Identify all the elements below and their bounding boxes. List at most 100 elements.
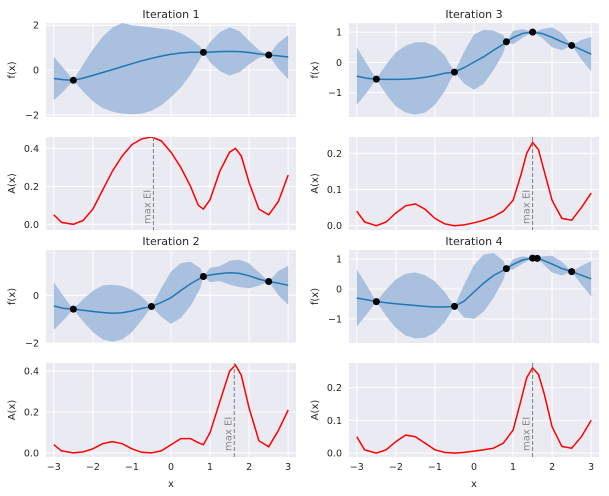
acquisition-line	[53, 363, 289, 454]
y-tick-label: 0.4	[24, 144, 39, 155]
acquisition-line	[356, 366, 592, 454]
y-tick-label: 0	[336, 285, 342, 296]
confidence-band	[356, 27, 592, 115]
observation-point	[529, 28, 537, 36]
x-axis-label: x	[168, 479, 174, 490]
panel-title: Iteration 3	[445, 8, 502, 21]
panel-1: −2 0 2 Iteration 1 f(x)	[7, 8, 296, 121]
x-tick-label: 1	[510, 462, 516, 473]
panel-title: Iteration 4	[445, 235, 502, 248]
observation-point	[568, 268, 576, 276]
y-tick-label: 1	[336, 28, 342, 39]
x-tick-label: 2	[549, 462, 555, 473]
y-tick-label: −2	[25, 110, 39, 121]
observation-point	[372, 75, 380, 83]
y-tick-label: 0	[33, 291, 39, 302]
observation-point	[450, 302, 458, 310]
panel-2: max EI 0.0 0.2 0.4 A(x)	[7, 137, 296, 231]
max-ei-label: max EI	[522, 190, 533, 224]
x-tick-label: −2	[389, 462, 403, 473]
y-tick-label: −2	[25, 339, 39, 350]
x-tick-label: 0	[168, 462, 174, 473]
observation-point	[265, 51, 273, 59]
observation-point	[69, 305, 77, 313]
plot-content	[53, 363, 289, 457]
acquisition-line	[53, 137, 289, 226]
y-axis-label: A(x)	[7, 173, 18, 194]
panel-4: max EI 0.0 0.1 0.2 A(x)	[310, 137, 599, 232]
x-tick-label: −2	[86, 462, 100, 473]
max-ei-label: max EI	[223, 417, 234, 451]
x-tick-label: 0	[471, 462, 477, 473]
y-tick-label: 0.4	[24, 367, 39, 378]
observation-point	[199, 272, 207, 280]
y-tick-label: 0.2	[327, 383, 342, 394]
observation-point	[372, 298, 380, 306]
y-tick-label: 0	[33, 66, 39, 77]
panel-3: −1 0 1 Iteration 3 f(x)	[310, 8, 599, 117]
panel-title: Iteration 1	[142, 8, 199, 21]
confidence-band	[356, 253, 592, 339]
y-axis-label: A(x)	[310, 173, 321, 194]
gp-mean-line	[53, 50, 289, 82]
gp-mean-line	[53, 271, 289, 314]
observation-point	[69, 76, 77, 84]
y-axis-label: f(x)	[310, 288, 321, 305]
observation-point	[502, 265, 510, 273]
y-tick-label: −1	[328, 88, 342, 99]
y-tick-label: 0.1	[327, 185, 342, 196]
panel-5: −2 0 Iteration 2 f(x)	[7, 235, 296, 350]
observation-point	[568, 41, 576, 49]
y-tick-label: 0.0	[24, 448, 39, 459]
x-tick-label: 1	[207, 462, 213, 473]
x-tick-label: 3	[285, 462, 291, 473]
y-tick-label: 0.2	[24, 408, 39, 419]
panel-7: −1 0 1 Iteration 4 f(x)	[310, 235, 599, 343]
plot-content	[53, 23, 289, 115]
acquisition-line	[356, 141, 592, 227]
observation-point	[147, 303, 155, 311]
y-axis-label: f(x)	[7, 288, 18, 305]
x-tick-label: −1	[428, 462, 442, 473]
y-tick-label: 0.0	[24, 220, 39, 231]
y-tick-label: −1	[328, 315, 342, 326]
y-tick-label: 1	[336, 255, 342, 266]
observation-point	[450, 68, 458, 76]
y-axis-label: f(x)	[310, 61, 321, 78]
plot-content	[53, 259, 289, 342]
y-tick-label: 0.1	[327, 416, 342, 427]
y-axis-label: A(x)	[7, 400, 18, 421]
y-tick-label: 0.0	[327, 449, 342, 460]
confidence-band	[53, 23, 289, 115]
plot-content	[53, 137, 289, 230]
panel-8: max EI 0.0 0.1 0.2 −3 −2 −1 0 1 2 3 A(x) x	[310, 363, 599, 490]
plot-content	[356, 137, 592, 230]
panel-6: max EI 0.0 0.2 0.4 −3 −2 −1 0 1 2 3 A(x) x	[7, 363, 296, 490]
observation-point	[199, 48, 207, 56]
plot-content	[356, 253, 592, 339]
observation-point	[265, 277, 273, 285]
y-tick-label: 2	[33, 21, 39, 32]
panel-title: Iteration 2	[142, 235, 199, 248]
confidence-band	[53, 259, 289, 342]
x-axis-label: x	[471, 479, 477, 490]
plot-content	[356, 27, 592, 115]
x-tick-label: 2	[246, 462, 252, 473]
y-tick-label: 0.0	[327, 221, 342, 232]
y-tick-label: 0.2	[24, 182, 39, 193]
x-tick-label: 3	[588, 462, 594, 473]
y-tick-label: 0	[336, 58, 342, 69]
gp-mean-line	[356, 257, 592, 308]
max-ei-label: max EI	[142, 190, 153, 224]
y-tick-label: 0.2	[327, 149, 342, 160]
x-tick-label: −3	[47, 462, 61, 473]
observation-point	[533, 254, 541, 262]
x-tick-label: −3	[350, 462, 364, 473]
observation-point	[502, 38, 510, 46]
plot-content	[356, 363, 592, 457]
gp-mean-line	[356, 31, 592, 81]
y-axis-label: f(x)	[7, 61, 18, 78]
y-axis-label: A(x)	[310, 400, 321, 421]
max-ei-label: max EI	[522, 417, 533, 451]
